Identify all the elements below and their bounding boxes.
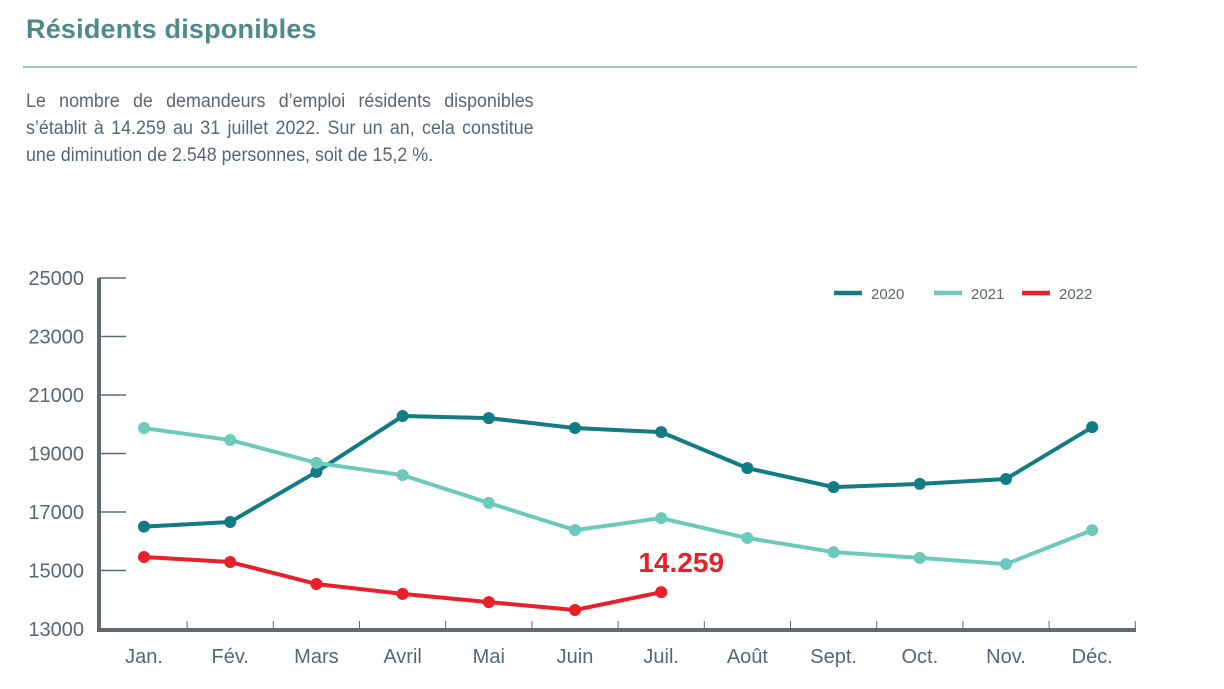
y-tick-label: 21000 — [28, 385, 84, 407]
x-tick-label: Mai — [473, 646, 505, 668]
series-2020 — [138, 410, 1099, 533]
data-point-2022 — [569, 603, 581, 616]
value-annotation: 14.259 — [638, 547, 724, 578]
y-axis: 13000 15000 17000 19000 21000 23000 25000 — [28, 268, 126, 641]
data-point-2022 — [224, 556, 237, 569]
data-point-2021 — [482, 496, 495, 509]
series-layer — [138, 410, 1099, 616]
data-point-2020 — [1000, 472, 1012, 485]
data-point-2020 — [569, 422, 581, 435]
data-point-2022 — [138, 551, 150, 564]
data-point-2020 — [310, 465, 323, 478]
legend-label-2021: 2021 — [971, 286, 1004, 303]
y-tick-label: 13000 — [28, 619, 84, 641]
data-point-2020 — [1086, 421, 1099, 434]
data-point-2020 — [224, 515, 237, 528]
data-point-2021 — [569, 524, 581, 537]
data-point-2022 — [655, 586, 668, 599]
data-point-2022 — [310, 577, 323, 590]
legend-label-2020: 2020 — [871, 286, 904, 303]
y-tick-label: 17000 — [28, 502, 84, 524]
x-tick-label: Jan. — [125, 646, 163, 668]
x-tick-label: Nov. — [986, 646, 1026, 668]
data-point-2021 — [827, 546, 840, 559]
x-tick-label: Oct. — [901, 646, 938, 668]
y-tick-label: 19000 — [28, 444, 84, 466]
x-axis: Jan. Fév. Mars Avril Mai Juin Juil. Août Sept. Oc… — [97, 621, 1136, 668]
data-point-2020 — [655, 426, 668, 439]
data-point-2021 — [138, 422, 150, 435]
data-point-2021 — [1000, 558, 1012, 571]
data-point-2020 — [827, 481, 840, 494]
data-point-2020 — [396, 410, 409, 423]
y-tick-label: 25000 — [28, 268, 84, 290]
title-divider — [23, 66, 1137, 68]
data-point-2021 — [224, 434, 237, 447]
legend-label-2022: 2022 — [1059, 286, 1092, 303]
data-point-2021 — [396, 469, 409, 482]
series-line-2020 — [142, 414, 1095, 529]
series-line-2022 — [142, 555, 664, 612]
x-tick-label: Déc. — [1072, 646, 1113, 668]
data-point-2022 — [482, 596, 495, 609]
y-tick-label: 23000 — [28, 327, 84, 349]
x-tick-label: Juil. — [643, 646, 679, 668]
page-title: Résidents disponibles — [26, 14, 317, 44]
y-tick-label: 15000 — [28, 561, 84, 583]
series-line-2021 — [142, 426, 1095, 567]
data-point-2021 — [1086, 524, 1099, 537]
x-tick-label: Avril — [383, 646, 422, 668]
series-2021 — [138, 422, 1099, 571]
x-tick-label: Août — [727, 646, 769, 668]
data-point-2020 — [741, 462, 754, 475]
data-point-2020 — [482, 412, 495, 425]
x-tick-label: Fév. — [211, 646, 248, 668]
x-tick-label: Juin — [557, 646, 594, 668]
data-point-2021 — [655, 512, 668, 525]
annotations: 14.259 — [638, 547, 724, 578]
data-point-2021 — [741, 532, 754, 545]
data-point-2021 — [310, 456, 323, 469]
data-point-2020 — [913, 477, 926, 490]
legend: 2020 2021 2022 — [834, 286, 1092, 303]
series-2022 — [138, 551, 668, 616]
data-point-2020 — [138, 520, 150, 533]
x-tick-label: Sept. — [810, 646, 857, 668]
intro-paragraph: Le nombre de demandeurs d’emploi résiden… — [26, 91, 534, 166]
x-tick-label: Mars — [294, 646, 338, 668]
data-point-2021 — [913, 551, 926, 564]
data-point-2022 — [396, 587, 409, 600]
